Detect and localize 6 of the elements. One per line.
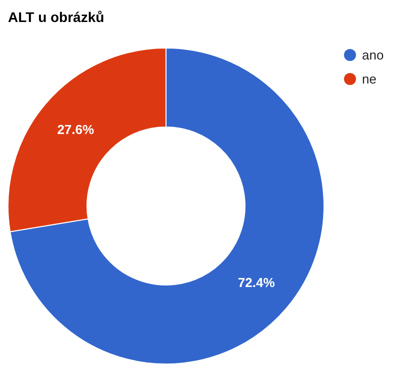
- data-label: 72.4%: [238, 275, 276, 290]
- legend-label: ne: [362, 72, 376, 87]
- donut-slice: [10, 48, 324, 364]
- legend-label: ano: [362, 48, 384, 63]
- data-label: 27.6%: [57, 122, 95, 137]
- chart-title: ALT u obrázků: [8, 9, 104, 25]
